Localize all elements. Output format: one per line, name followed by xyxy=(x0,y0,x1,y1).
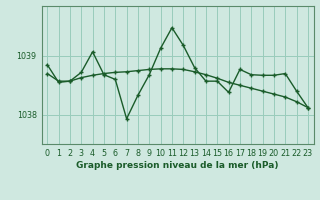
X-axis label: Graphe pression niveau de la mer (hPa): Graphe pression niveau de la mer (hPa) xyxy=(76,161,279,170)
